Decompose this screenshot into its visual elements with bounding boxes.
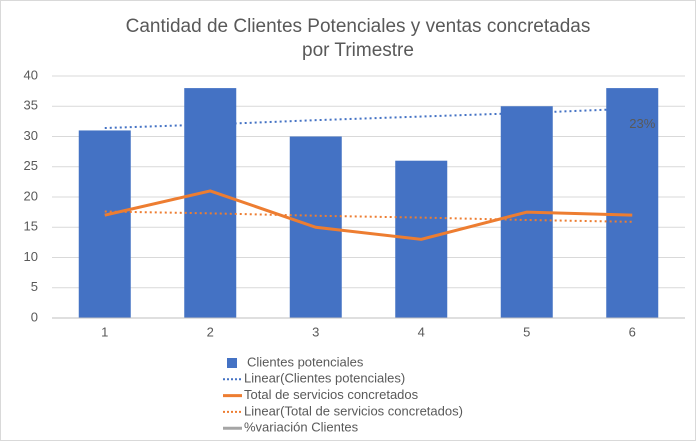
legend-swatch — [227, 358, 237, 368]
annotation: 23% — [629, 116, 655, 131]
x-tick-label: 3 — [312, 324, 319, 339]
legend-label: %variación Clientes — [244, 420, 359, 435]
legend-label: Total de servicios concretados — [244, 387, 419, 402]
legend-label: Linear(Clientes potenciales) — [244, 371, 405, 386]
y-tick-label: 10 — [24, 249, 38, 264]
y-tick-label: 5 — [31, 279, 38, 294]
y-tick-label: 35 — [24, 98, 38, 113]
x-tick-label: 4 — [418, 324, 425, 339]
bar — [78, 130, 131, 318]
y-tick-label: 30 — [24, 128, 38, 143]
y-tick-label: 20 — [24, 188, 38, 203]
y-tick-label: 25 — [24, 158, 38, 173]
legend-label: Clientes potenciales — [247, 354, 364, 369]
chart-title: por Trimestre — [302, 40, 414, 61]
y-tick-label: 15 — [24, 219, 38, 234]
y-tick-label: 0 — [31, 309, 38, 324]
chart-title: Cantidad de Clientes Potenciales y venta… — [126, 16, 591, 37]
bar — [606, 88, 659, 318]
bar — [184, 88, 237, 318]
x-tick-label: 5 — [523, 324, 530, 339]
x-tick-label: 2 — [207, 324, 214, 339]
line — [104, 189, 633, 241]
x-tick-label: 6 — [629, 324, 636, 339]
y-tick-label: 40 — [24, 67, 38, 82]
x-tick-label: 1 — [101, 324, 108, 339]
legend-label: Linear(Total de servicios concretados) — [244, 403, 463, 418]
